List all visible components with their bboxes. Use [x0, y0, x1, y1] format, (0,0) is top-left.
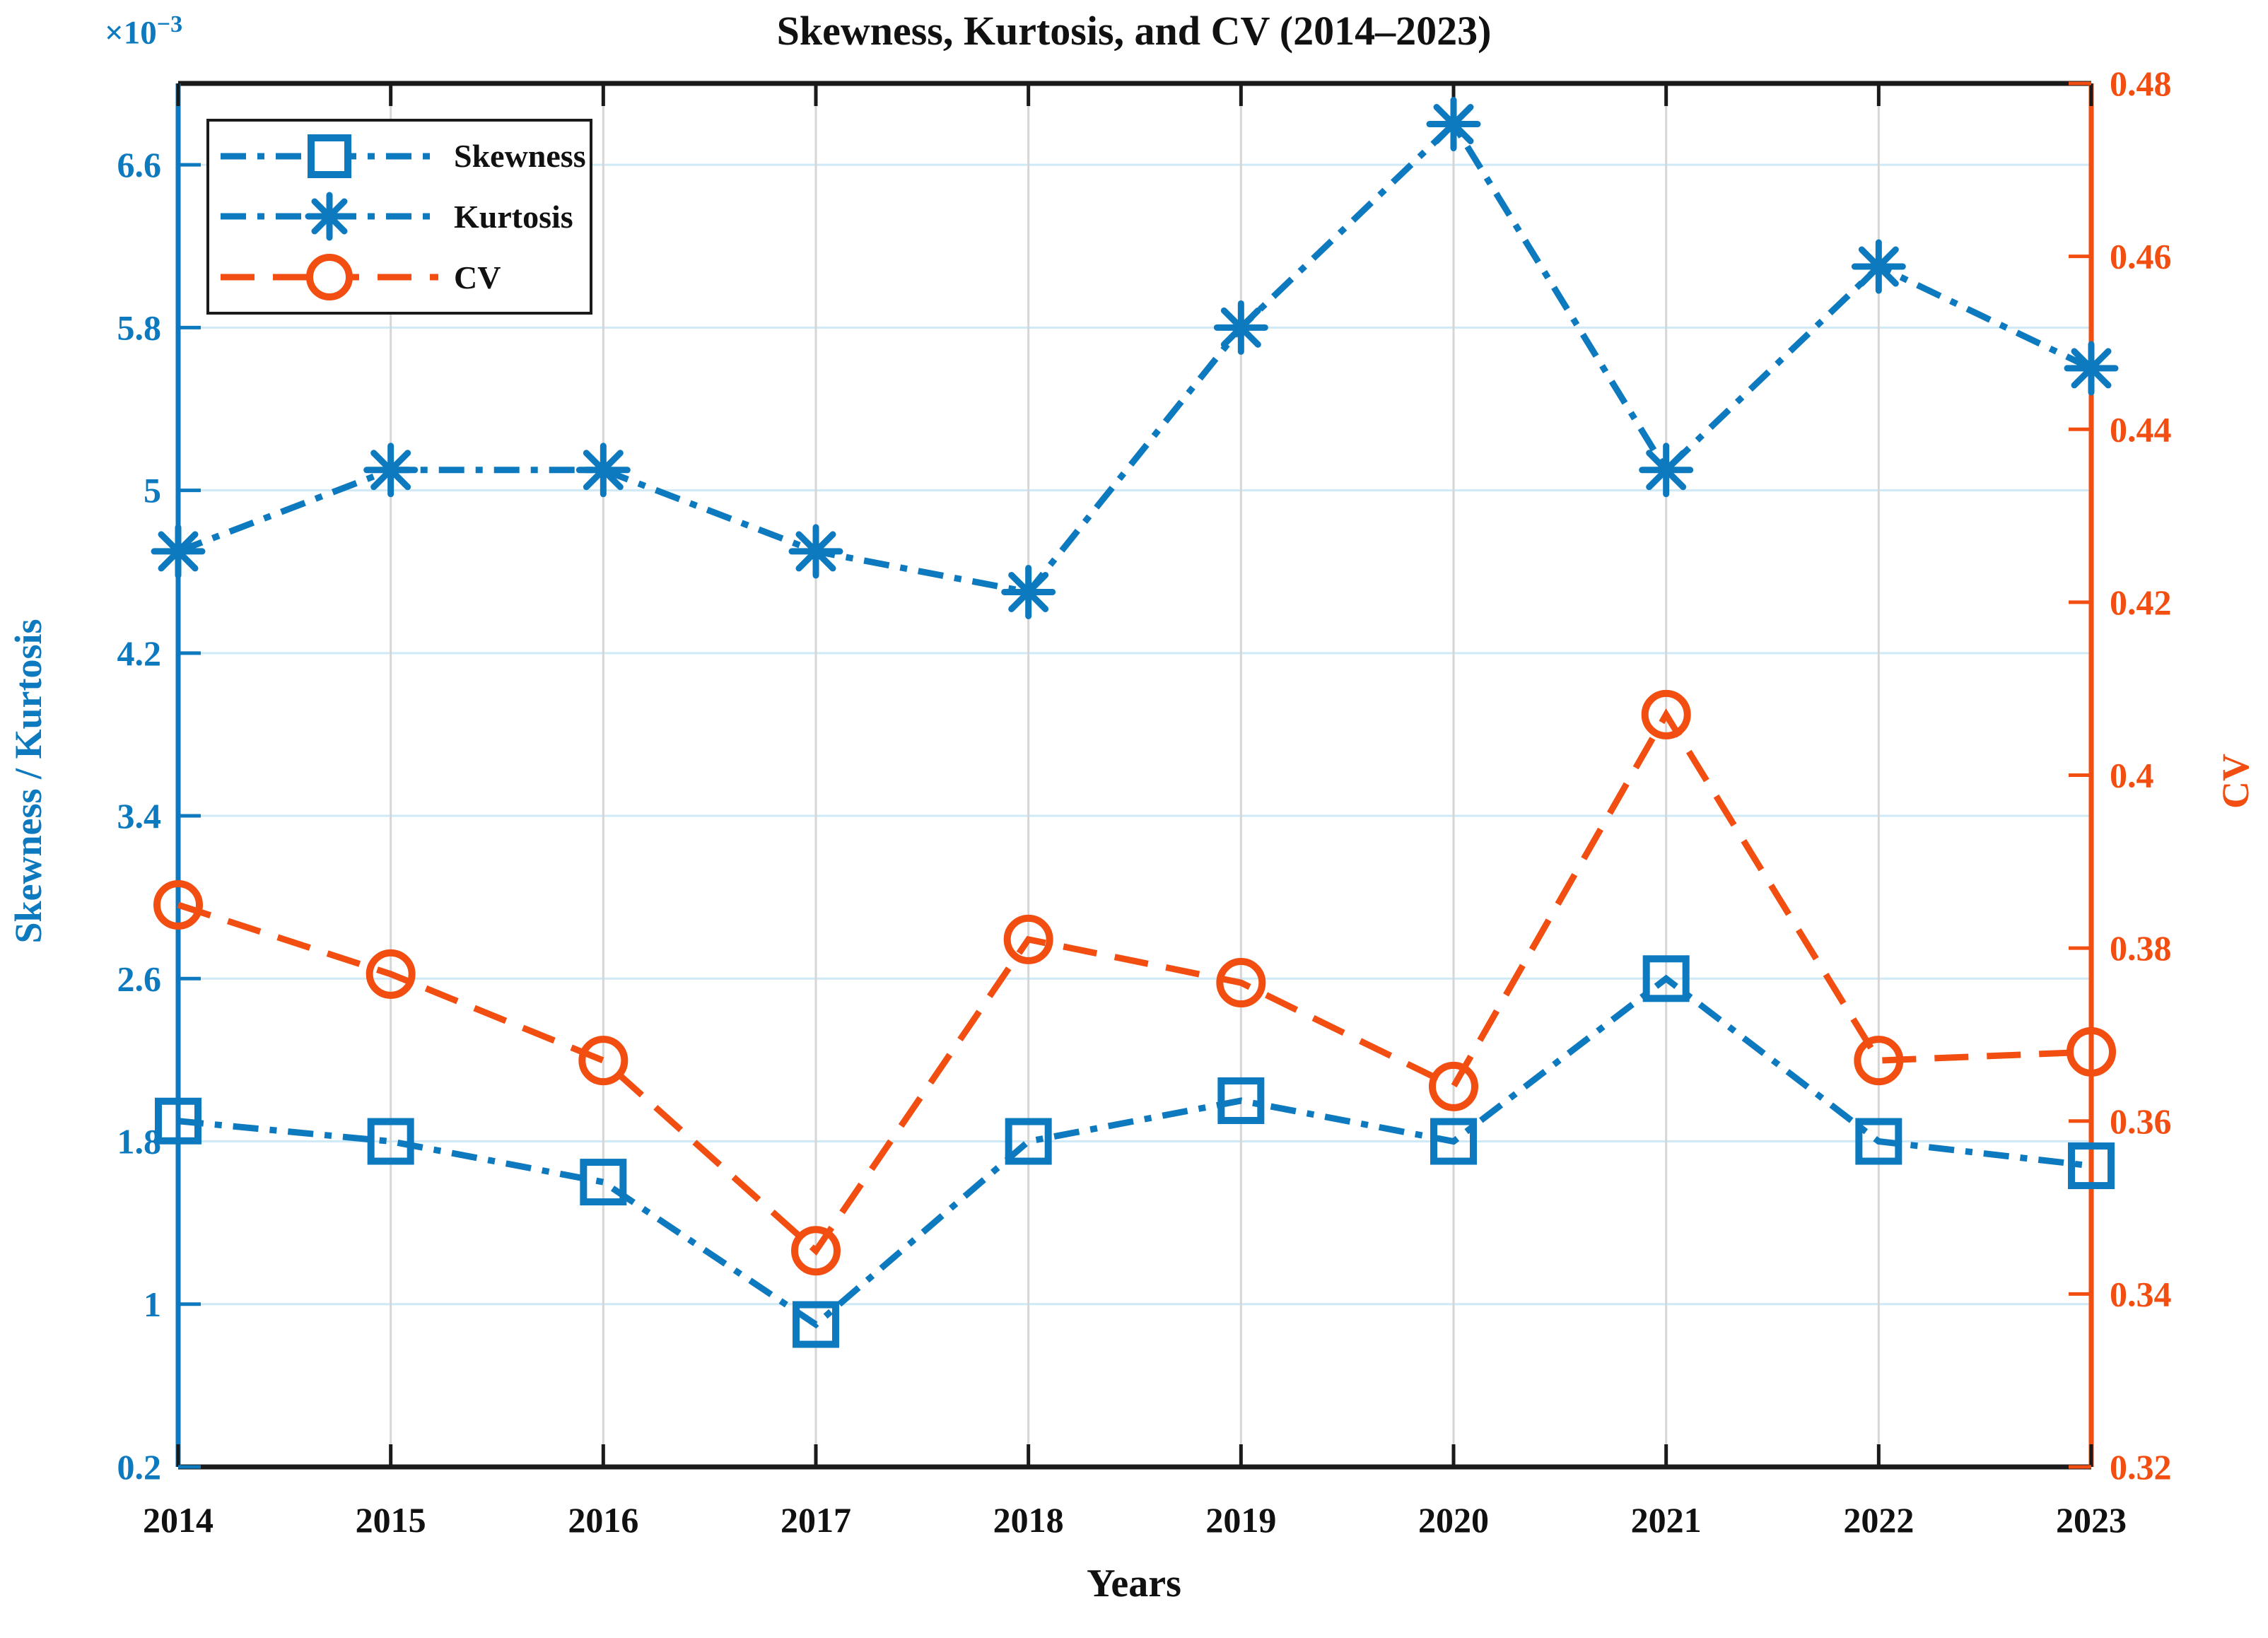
multiplier-exponent: −3 — [156, 11, 183, 37]
marker-cv-2023 — [2067, 1026, 2116, 1077]
marker-cv-2020 — [1429, 1061, 1478, 1111]
marker-cv-2022 — [1854, 1036, 1904, 1086]
marker-kurtosis-2014 — [158, 531, 199, 572]
left-tick-label: 1.8 — [117, 1122, 162, 1162]
left-tick-label: 3.4 — [117, 796, 162, 836]
chart-title: Skewness, Kurtosis, and CV (2014–2023) — [776, 8, 1492, 54]
legend-label-skewness: Skewness — [454, 138, 586, 175]
marker-skewness-2014 — [155, 1097, 201, 1145]
right-tick-label: 0.48 — [2110, 64, 2172, 103]
left-tick-label: 5.8 — [117, 308, 162, 347]
left-tick-label: 1 — [144, 1285, 161, 1324]
marker-kurtosis-2021 — [1646, 450, 1687, 491]
marker-skewness-2021 — [1642, 955, 1690, 1002]
x-tick-label: 2017 — [781, 1500, 851, 1540]
right-tick-label: 0.44 — [2110, 409, 2172, 449]
legend-sample-marker — [311, 198, 348, 235]
marker-cv-2015 — [366, 949, 416, 999]
x-tick-label: 2016 — [568, 1500, 638, 1540]
left-axis-multiplier: ×10−3 — [105, 11, 182, 52]
x-axis-label: Years — [1087, 1562, 1181, 1605]
left-tick-label: 4.2 — [117, 633, 162, 673]
marker-kurtosis-2018 — [1008, 571, 1049, 612]
marker-cv-2016 — [578, 1036, 629, 1086]
x-tick-label: 2019 — [1205, 1500, 1276, 1540]
multiplier-base: ×10 — [105, 14, 157, 52]
x-tick-label: 2015 — [356, 1500, 426, 1540]
marker-skewness-2023 — [2068, 1142, 2115, 1190]
legend-row-cv: CV — [216, 247, 590, 307]
marker-cv-2014 — [153, 879, 203, 930]
marker-kurtosis-2016 — [583, 450, 624, 491]
right-tick-label: 0.38 — [2110, 928, 2172, 968]
legend-row-skewness: Skewness — [216, 127, 590, 186]
marker-cv-2019 — [1216, 958, 1266, 1008]
marker-kurtosis-2022 — [1858, 246, 1899, 287]
legend-row-kurtosis: Kurtosis — [216, 187, 590, 246]
marker-skewness-2022 — [1855, 1118, 1902, 1165]
left-tick-label: 5 — [144, 471, 161, 510]
x-tick-label: 2018 — [993, 1500, 1064, 1540]
left-tick-label: 0.2 — [117, 1447, 162, 1487]
marker-skewness-2016 — [580, 1159, 627, 1206]
marker-kurtosis-2015 — [370, 450, 411, 491]
right-tick-label: 0.32 — [2110, 1447, 2172, 1487]
series-cv-line — [177, 708, 2092, 1256]
marker-kurtosis-2020 — [1433, 104, 1474, 145]
right-tick-label: 0.42 — [2110, 583, 2172, 622]
marker-skewness-2015 — [367, 1118, 414, 1165]
x-tick-label: 2014 — [143, 1500, 214, 1540]
marker-kurtosis-2023 — [2071, 348, 2112, 389]
right-tick-label: 0.34 — [2110, 1274, 2172, 1314]
marker-skewness-2019 — [1217, 1077, 1265, 1124]
marker-kurtosis-2017 — [795, 531, 836, 572]
marker-skewness-2018 — [1005, 1118, 1052, 1165]
right-tick-label: 0.46 — [2110, 237, 2172, 276]
x-tick-label: 2023 — [2056, 1500, 2127, 1540]
legend-label-kurtosis: Kurtosis — [454, 198, 573, 235]
marker-kurtosis-2019 — [1220, 307, 1261, 348]
marker-skewness-2020 — [1430, 1118, 1477, 1165]
x-tick-label: 2020 — [1418, 1500, 1489, 1540]
marker-cv-2021 — [1641, 689, 1691, 739]
series-skewness-line — [177, 974, 2092, 1329]
series-kurtosis-line — [177, 119, 2093, 596]
marker-cv-2017 — [791, 1226, 841, 1276]
marker-cv-2018 — [1003, 914, 1053, 964]
legend: Skewness Kurtosis CV — [206, 119, 592, 315]
legend-sample-marker — [308, 134, 351, 178]
legend-sample-marker — [306, 254, 353, 301]
marker-skewness-2017 — [793, 1301, 839, 1348]
x-tick-label: 2021 — [1631, 1500, 1702, 1540]
x-tick-label: 2022 — [1843, 1500, 1914, 1540]
right-tick-label: 0.36 — [2110, 1101, 2172, 1141]
legend-sample-kurtosis-icon — [221, 192, 438, 241]
right-tick-label: 0.4 — [2110, 756, 2154, 795]
left-tick-label: 6.6 — [117, 145, 162, 185]
legend-sample-skewness-icon — [221, 134, 438, 178]
legend-sample-cv-icon — [221, 254, 438, 301]
legend-label-cv: CV — [454, 259, 501, 296]
left-tick-label: 2.6 — [117, 959, 162, 998]
